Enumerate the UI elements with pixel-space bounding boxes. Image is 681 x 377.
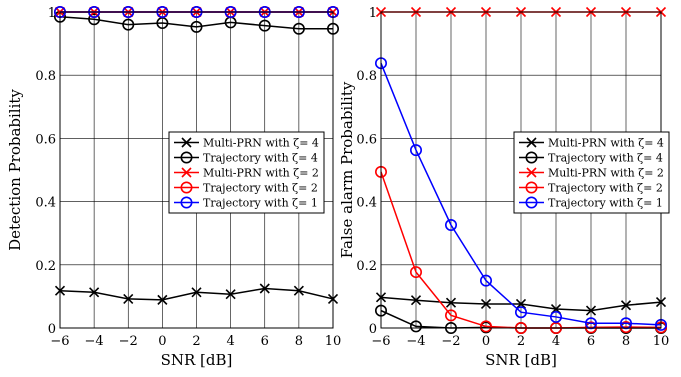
data-point xyxy=(122,18,135,31)
series-4 xyxy=(374,57,667,331)
x-tick-label: −2 xyxy=(119,334,138,349)
y-tick-label: 0.2 xyxy=(356,259,377,274)
data-point xyxy=(258,19,271,32)
y-axis-label: False alarm Probability xyxy=(338,81,356,258)
y-tick-label: 0.6 xyxy=(35,132,56,147)
legend-entry: Multi-PRN with ζ= 4 xyxy=(203,137,319,150)
y-axis-label: Detection Probability xyxy=(6,89,24,251)
x-axis-label: SNR [dB] xyxy=(161,351,233,369)
data-point xyxy=(479,274,492,287)
data-point xyxy=(292,22,305,35)
plot-frame xyxy=(59,11,334,329)
data-point xyxy=(479,320,492,333)
data-point xyxy=(444,218,457,231)
data-point xyxy=(191,287,202,298)
x-tick-label: 4 xyxy=(226,334,234,349)
x-tick-label: 6 xyxy=(261,334,269,349)
legend-entry: Multi-PRN with ζ= 2 xyxy=(548,167,664,180)
data-point xyxy=(259,283,270,294)
x-tick-label: 2 xyxy=(192,334,200,349)
legend: Multi-PRN with ζ= 4 Trajectory with ζ= 4 M… xyxy=(168,131,325,214)
x-tick-label: 6 xyxy=(587,334,595,349)
detection-probability-chart: −6 −4 −2 0 2 4 6 8 10 0 0.2 0.4 0.6 0.8 1 SNR [dB] Detec… xyxy=(6,6,341,369)
legend-entry: Trajectory with ζ= 2 xyxy=(548,182,663,195)
legend-entry: Trajectory with ζ= 4 xyxy=(203,152,318,165)
data-point xyxy=(225,289,236,300)
x-tick-label: 8 xyxy=(295,334,303,349)
y-tick-label: 0.8 xyxy=(35,69,56,84)
x-tick-label: −6 xyxy=(50,334,69,349)
data-point xyxy=(89,287,100,298)
x-tick-label: 8 xyxy=(622,334,630,349)
legend-swatch-marker xyxy=(180,196,193,209)
legend-swatch-marker xyxy=(181,137,192,148)
x-tick-label: −4 xyxy=(85,334,104,349)
data-point xyxy=(157,294,168,305)
data-point xyxy=(88,13,101,26)
x-tick-label: −2 xyxy=(441,334,460,349)
legend-swatch-marker xyxy=(525,181,538,194)
data-point xyxy=(549,310,562,323)
y-tick-label: 0 xyxy=(369,322,377,337)
data-point xyxy=(293,285,304,296)
y-tick-label: 0.4 xyxy=(35,196,56,211)
x-tick-label: 2 xyxy=(517,334,525,349)
y-tick-label: 0.6 xyxy=(356,132,377,147)
false-alarm-probability-chart: −6 −4 −2 0 2 4 6 8 10 0 0.2 0.4 0.6 0.8 1 SNR [dB] False… xyxy=(338,6,670,369)
series-0 xyxy=(54,283,339,305)
data-point xyxy=(410,295,422,306)
x-tick-label: −4 xyxy=(406,334,425,349)
y-tick-label: 0.4 xyxy=(356,196,377,211)
y-tick-label: 0.2 xyxy=(35,259,56,274)
series-line xyxy=(380,62,662,326)
y-tick-label: 1 xyxy=(369,6,377,21)
x-tick-label: −6 xyxy=(371,334,390,349)
data-point xyxy=(409,144,422,157)
legend-swatch-marker xyxy=(525,196,538,209)
legend-entry: Trajectory with ζ= 1 xyxy=(203,197,318,210)
data-point xyxy=(190,20,203,33)
data-point xyxy=(409,266,422,279)
y-tick-label: 0.8 xyxy=(356,69,377,84)
data-point xyxy=(445,297,457,308)
legend-swatch-marker xyxy=(180,151,193,164)
x-axis-label: SNR [dB] xyxy=(485,351,557,369)
legend-entry: Trajectory with ζ= 1 xyxy=(548,197,663,210)
legend-entry: Trajectory with ζ= 4 xyxy=(548,152,663,165)
data-point xyxy=(480,298,492,310)
data-point xyxy=(444,309,457,322)
legend-entry: Multi-PRN with ζ= 2 xyxy=(203,167,319,180)
legend: Multi-PRN with ζ= 4 Trajectory with ζ= 4 M… xyxy=(513,131,670,214)
legend-entry: Multi-PRN with ζ= 4 xyxy=(548,137,664,150)
data-point xyxy=(515,298,527,310)
x-tick-label: 0 xyxy=(158,334,166,349)
data-point xyxy=(619,321,632,334)
data-point xyxy=(409,320,422,333)
y-tick-label: 0 xyxy=(48,322,56,337)
x-tick-label: 4 xyxy=(552,334,560,349)
legend-swatch-marker xyxy=(525,151,538,164)
data-point xyxy=(123,293,134,304)
data-point xyxy=(514,306,527,319)
x-tick-label: 10 xyxy=(325,334,342,349)
y-tick-label: 1 xyxy=(48,6,56,21)
legend-swatch-marker xyxy=(526,167,537,178)
x-tick-label: 0 xyxy=(482,334,490,349)
legend-swatch-marker xyxy=(526,137,537,148)
data-point xyxy=(620,300,632,311)
series-line xyxy=(59,15,333,30)
x-tick-label: 10 xyxy=(653,334,670,349)
legend-swatch-marker xyxy=(180,181,193,194)
legend-entry: Trajectory with ζ= 2 xyxy=(203,182,318,195)
data-point xyxy=(585,305,597,316)
legend-swatch-marker xyxy=(181,167,192,178)
data-point xyxy=(584,321,597,334)
